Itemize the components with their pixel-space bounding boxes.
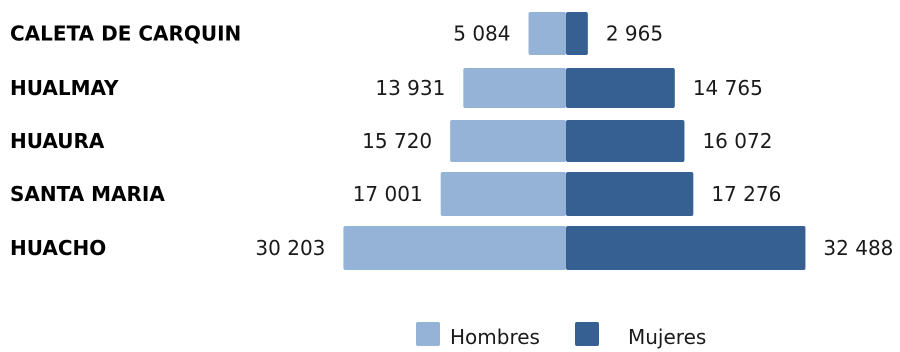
bars bbox=[343, 12, 806, 270]
value-label-mujeres-huaura: 16 072 bbox=[702, 129, 772, 153]
value-label-hombres-hualmay: 13 931 bbox=[375, 76, 445, 100]
bar-mujeres-huacho bbox=[566, 226, 806, 270]
value-label-hombres-huacho: 30 203 bbox=[255, 236, 325, 260]
value-label-mujeres-caleta-de-carquin: 2 965 bbox=[606, 22, 663, 46]
value-label-hombres-huaura: 15 720 bbox=[362, 129, 432, 153]
category-label-huacho: HUACHO bbox=[10, 236, 106, 260]
legend: Hombres Mujeres bbox=[416, 322, 706, 349]
category-label-hualmay: HUALMAY bbox=[10, 76, 119, 100]
value-label-hombres-santa-maria: 17 001 bbox=[353, 182, 423, 206]
category-label-caleta-de-carquin: CALETA DE CARQUIN bbox=[10, 22, 241, 46]
bar-mujeres-caleta-de-carquin bbox=[566, 12, 588, 55]
legend-swatch-hombres bbox=[416, 322, 440, 346]
bar-mujeres-huaura bbox=[566, 120, 685, 162]
bar-hombres-caleta-de-carquin bbox=[528, 12, 566, 55]
legend-swatch-mujeres bbox=[575, 322, 599, 346]
bar-mujeres-santa-maria bbox=[566, 172, 694, 216]
bar-hombres-hualmay bbox=[463, 68, 566, 108]
bar-hombres-huacho bbox=[343, 226, 566, 270]
bar-mujeres-hualmay bbox=[566, 68, 675, 108]
category-labels: CALETA DE CARQUIN HUALMAY HUAURA SANTA MARI… bbox=[10, 22, 241, 261]
value-label-mujeres-santa-maria: 17 276 bbox=[711, 182, 781, 206]
value-labels: 5 084 2 965 13 931 14 765 15 720 16 072 17 001… bbox=[255, 22, 893, 261]
bar-hombres-santa-maria bbox=[440, 172, 566, 216]
value-label-mujeres-huacho: 32 488 bbox=[823, 236, 893, 260]
value-label-mujeres-hualmay: 14 765 bbox=[693, 76, 763, 100]
category-label-huaura: HUAURA bbox=[10, 129, 105, 153]
value-label-hombres-caleta-de-carquin: 5 084 bbox=[453, 22, 510, 46]
legend-label-hombres: Hombres bbox=[450, 325, 540, 349]
legend-label-mujeres: Mujeres bbox=[628, 325, 706, 349]
bar-hombres-huaura bbox=[450, 120, 566, 162]
category-label-santa-maria: SANTA MARIA bbox=[10, 182, 165, 206]
